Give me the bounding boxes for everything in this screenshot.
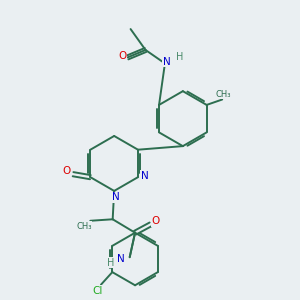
Text: N: N	[112, 193, 119, 202]
Text: Cl: Cl	[93, 286, 103, 296]
Text: H: H	[107, 258, 115, 268]
Text: N: N	[141, 171, 148, 181]
Text: CH₃: CH₃	[76, 222, 92, 231]
Text: N: N	[163, 57, 170, 67]
Text: CH₃: CH₃	[216, 90, 231, 99]
Text: O: O	[118, 51, 126, 61]
Text: O: O	[152, 216, 160, 226]
Text: O: O	[62, 166, 70, 176]
Text: N: N	[118, 254, 125, 264]
Text: H: H	[176, 52, 184, 62]
